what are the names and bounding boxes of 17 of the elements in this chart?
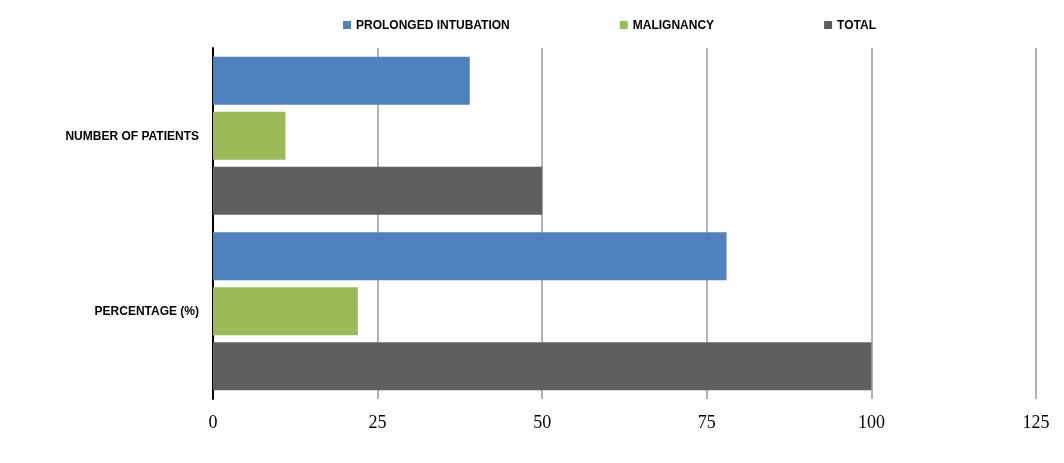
x-tick-label: 75 (697, 412, 716, 432)
y-tick-label: PERCENTAGE (%) (94, 304, 199, 319)
y-tick-label: NUMBER OF PATIENTS (65, 128, 199, 143)
x-tick-label: 25 (368, 412, 387, 432)
bar (213, 287, 358, 336)
bar (213, 111, 286, 160)
legend-label: TOTAL (837, 18, 876, 32)
bar (213, 232, 727, 281)
bar (213, 166, 543, 215)
x-tick-label: 50 (533, 412, 552, 432)
legend-label: MALIGNANCY (632, 18, 715, 32)
legend-label: PROLONGED INTUBATION (356, 18, 510, 32)
x-tick-label: 0 (208, 412, 218, 432)
x-tick-label: 100 (857, 412, 885, 432)
bar (213, 342, 872, 391)
x-tick-label: 125 (1022, 412, 1050, 432)
bar (213, 56, 470, 105)
